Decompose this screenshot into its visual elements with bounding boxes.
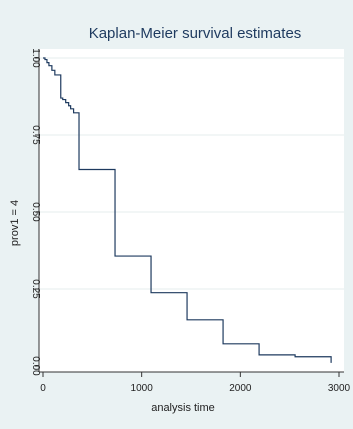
y-axis-title: prov1 = 4: [9, 200, 21, 246]
y-tick-label-0: 0.00: [30, 356, 41, 376]
axes: [35, 49, 344, 377]
tick-labels: 0.00 0.25 0.50 0.75 1.00 0 1000 2000 3000: [30, 48, 351, 394]
survival-curve-0: [43, 57, 332, 363]
y-tick-label-3: 0.75: [30, 125, 41, 145]
chart-title: Kaplan-Meier survival estimates: [89, 25, 302, 42]
plot-area: [39, 49, 344, 372]
x-tick-label-1: 1000: [131, 383, 154, 394]
y-tick-label-4: 1.00: [30, 48, 41, 68]
x-tick-label-3: 3000: [328, 383, 351, 394]
series-group: [43, 57, 332, 363]
x-tick-label-2: 2000: [229, 383, 252, 394]
x-axis-title: analysis time: [151, 402, 215, 414]
grid-lines: [39, 57, 344, 290]
y-tick-label-2: 0.50: [30, 202, 41, 222]
y-tick-label-1: 0.25: [30, 279, 41, 299]
x-tick-label-0: 0: [40, 383, 46, 394]
